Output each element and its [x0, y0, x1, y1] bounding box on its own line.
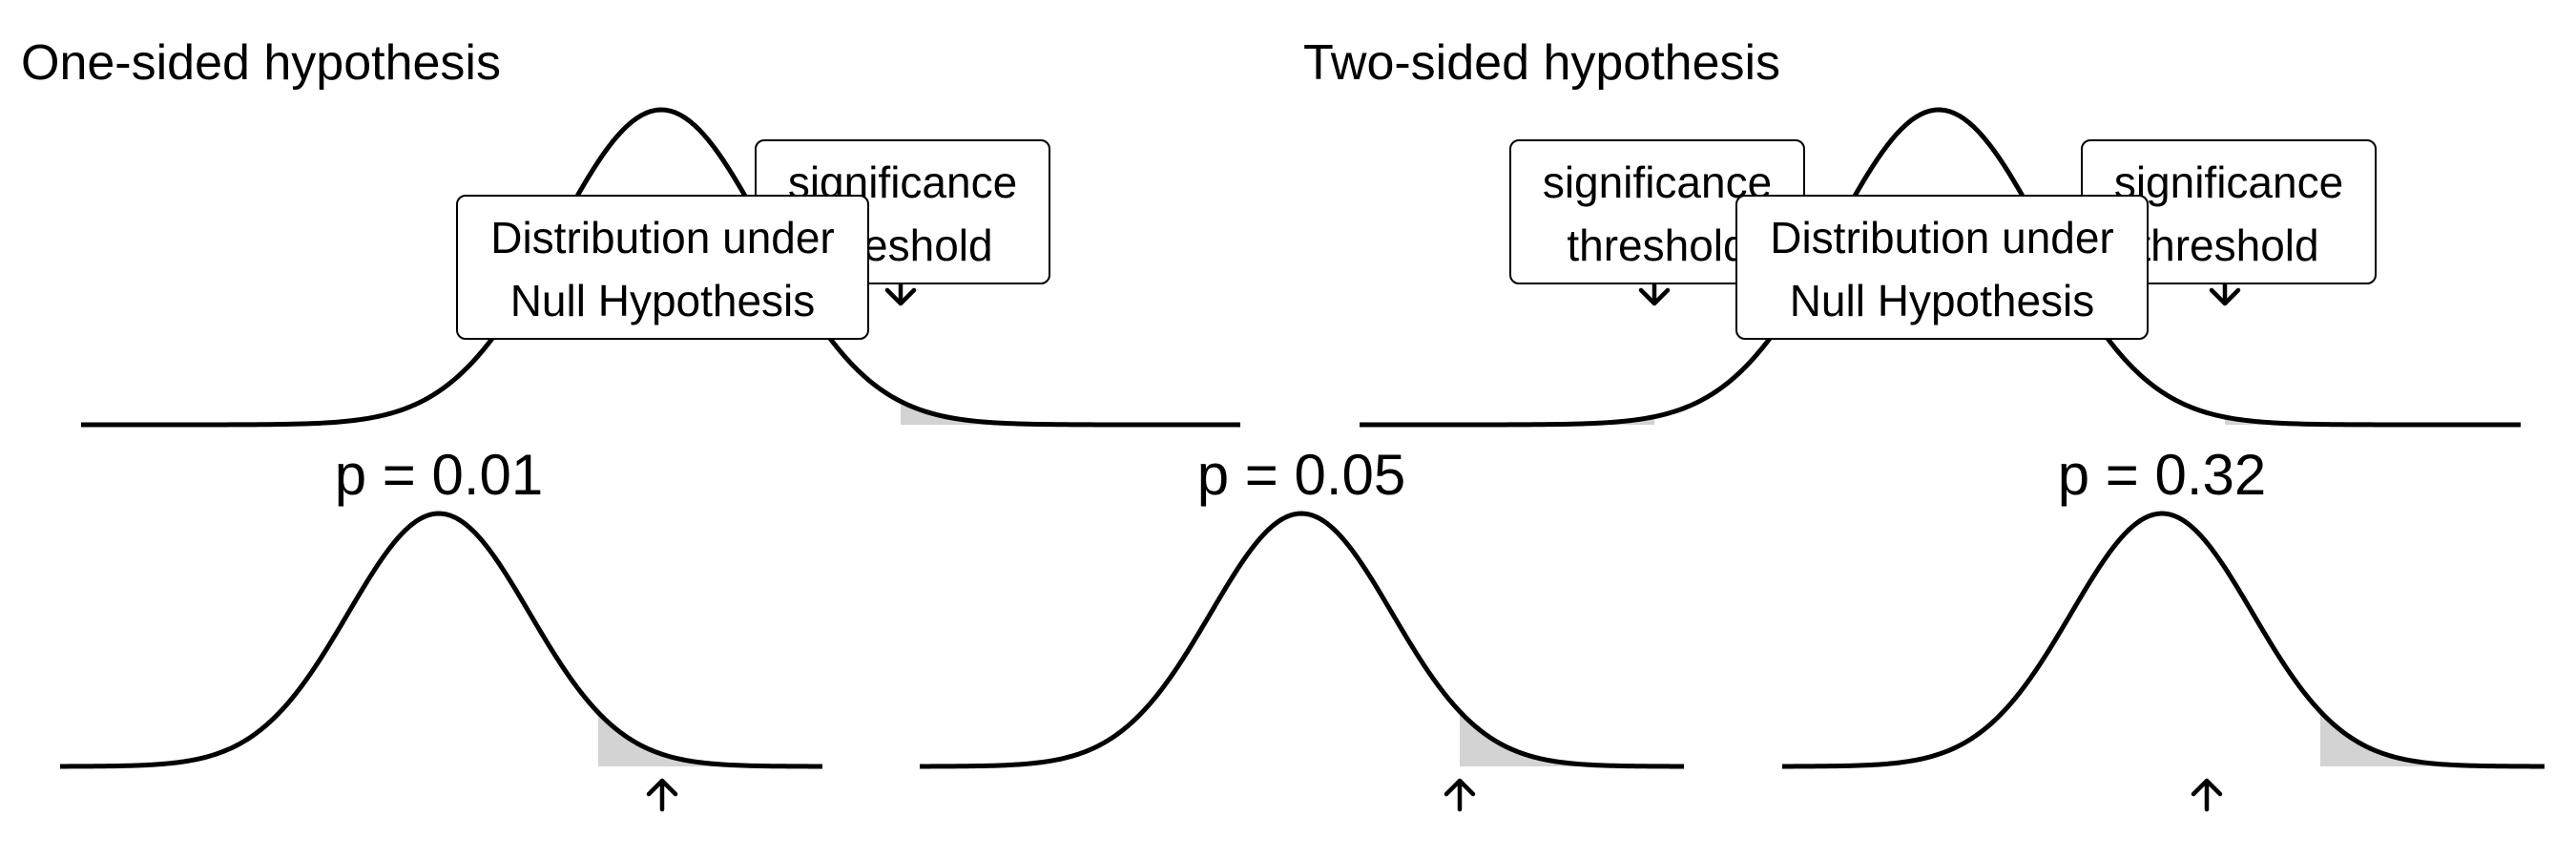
callout-line: threshold [2138, 220, 2319, 270]
callout-line: Null Hypothesis [1789, 276, 2095, 325]
two-sided-left-threshold-arrow [1638, 282, 1671, 306]
two-sided-right-threshold-arrow [2209, 282, 2241, 306]
one-sided-rejection-region [901, 401, 1240, 425]
two-sided-null-callout: Distribution under Null Hypothesis [1735, 195, 2149, 340]
two-sided-title: Two-sided hypothesis [1303, 35, 1781, 91]
callout-line: Null Hypothesis [509, 276, 816, 325]
example-p005-observed-arrow [1444, 778, 1476, 812]
example-p001-label: p = 0.01 [334, 443, 544, 507]
two-sided-right-rejection-region [2225, 416, 2521, 425]
two-sided-left-rejection-region [1360, 416, 1654, 425]
callout-line: threshold [1567, 220, 1748, 270]
callout-line: Distribution under [490, 213, 835, 262]
example-p001-curve [59, 511, 823, 769]
one-sided-threshold-arrow [884, 282, 917, 306]
example-p032-curve [1781, 511, 2545, 769]
callout-line: significance [2113, 157, 2344, 207]
example-p032-observed-arrow [2191, 778, 2223, 812]
example-p032-label: p = 0.32 [2057, 443, 2267, 507]
one-sided-title: One-sided hypothesis [21, 35, 501, 91]
callout-line: Distribution under [1770, 213, 2114, 262]
example-p005-label: p = 0.05 [1196, 443, 1406, 507]
example-p005-curve [920, 511, 1684, 769]
one-sided-null-curve [81, 107, 1240, 428]
example-p001-observed-arrow [646, 778, 678, 812]
callout-line: significance [1542, 157, 1773, 207]
two-sided-null-curve [1360, 107, 2521, 428]
one-sided-null-callout: Distribution under Null Hypothesis [456, 195, 869, 340]
